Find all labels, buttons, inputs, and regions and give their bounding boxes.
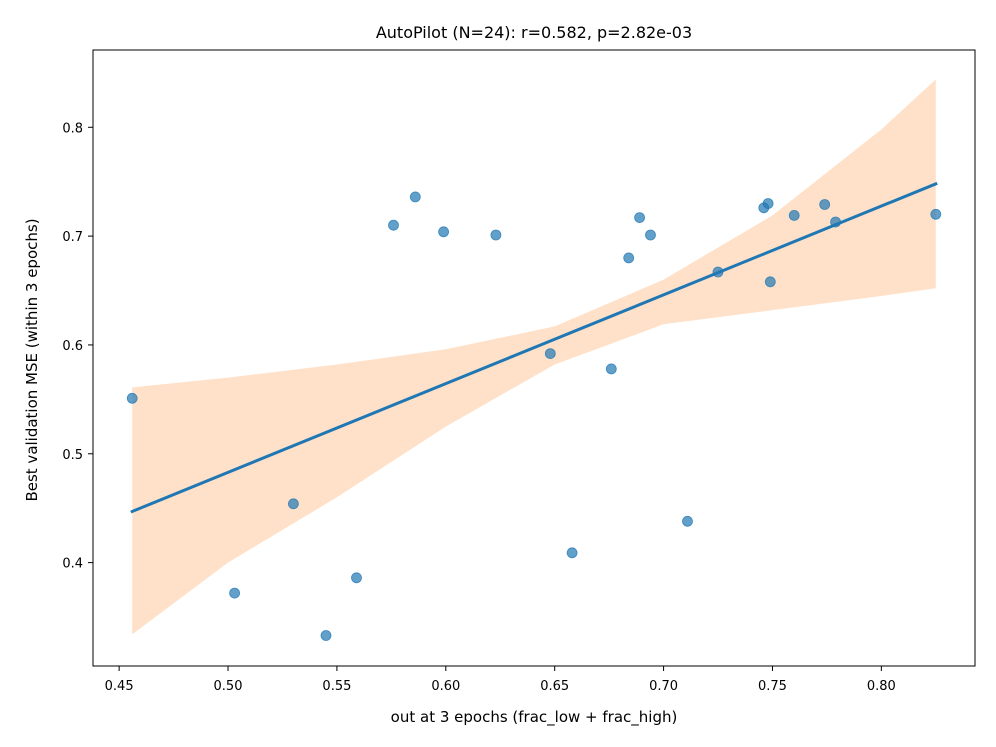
y-axis-ticks: 0.4 0.5 0.6 0.7 0.8 xyxy=(62,121,93,572)
data-point xyxy=(566,547,578,559)
data-point xyxy=(623,252,635,264)
data-point xyxy=(930,208,942,220)
data-point xyxy=(351,572,362,584)
x-axis-label: out at 3 epochs (frac_low + frac_high) xyxy=(391,708,678,727)
regression-line xyxy=(130,181,938,514)
data-point xyxy=(287,498,299,510)
data-point xyxy=(409,191,421,203)
data-point xyxy=(126,392,138,404)
data-point xyxy=(764,276,776,288)
data-point xyxy=(788,209,800,221)
data-point xyxy=(645,229,656,241)
y-tick-label: 0.6 xyxy=(62,339,83,354)
x-tick-label: 0.45 xyxy=(105,679,134,694)
data-point xyxy=(762,198,774,209)
data-point xyxy=(320,630,332,641)
data-point xyxy=(229,587,241,599)
data-point xyxy=(438,226,450,238)
x-tick-label: 0.55 xyxy=(322,679,351,694)
plot-frame xyxy=(92,49,976,667)
data-point xyxy=(819,199,831,210)
x-tick-label: 0.80 xyxy=(867,679,896,694)
data-point xyxy=(388,219,399,231)
y-axis-label: Best validation MSE (within 3 epochs) xyxy=(23,218,41,501)
data-point xyxy=(605,363,617,375)
x-tick-label: 0.75 xyxy=(758,679,787,694)
data-point xyxy=(682,515,693,527)
data-points xyxy=(126,191,942,641)
y-tick-label: 0.5 xyxy=(62,448,83,463)
confidence-band xyxy=(132,79,936,635)
data-point xyxy=(544,348,556,360)
data-point xyxy=(712,266,724,278)
x-tick-label: 0.60 xyxy=(431,679,460,694)
plot-area xyxy=(126,79,942,641)
x-axis-ticks: 0.45 0.50 0.55 0.60 0.65 0.70 0.75 0.80 xyxy=(105,666,896,694)
data-point xyxy=(490,229,502,241)
y-tick-label: 0.7 xyxy=(62,230,83,245)
x-tick-label: 0.50 xyxy=(214,679,243,694)
y-tick-label: 0.8 xyxy=(62,121,83,136)
y-tick-label: 0.4 xyxy=(62,557,83,572)
chart-title: AutoPilot (N=24): r=0.582, p=2.82e-03 xyxy=(376,23,692,42)
x-tick-label: 0.65 xyxy=(540,679,569,694)
data-point xyxy=(634,212,645,224)
data-point xyxy=(830,216,841,228)
x-tick-label: 0.70 xyxy=(649,679,678,694)
